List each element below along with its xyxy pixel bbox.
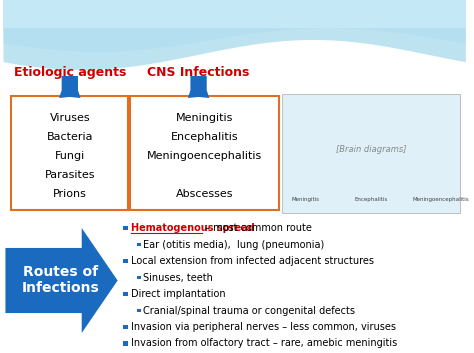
- Text: Invasion via peripheral nerves – less common, viruses: Invasion via peripheral nerves – less co…: [131, 322, 396, 332]
- Text: Encephalitis: Encephalitis: [171, 132, 238, 142]
- FancyBboxPatch shape: [3, 0, 466, 28]
- Text: Fungi: Fungi: [55, 151, 85, 161]
- FancyBboxPatch shape: [137, 309, 140, 312]
- Text: – most common route: – most common route: [202, 223, 312, 233]
- Text: Encephalitis: Encephalitis: [355, 197, 388, 202]
- Text: Direct implantation: Direct implantation: [131, 289, 226, 299]
- Text: Meningoencephalitis: Meningoencephalitis: [147, 151, 262, 161]
- Text: Viruses: Viruses: [49, 113, 90, 123]
- Text: Ear (otitis media),  lung (pneumonia): Ear (otitis media), lung (pneumonia): [144, 239, 325, 250]
- Text: [Brain diagrams]: [Brain diagrams]: [336, 145, 407, 155]
- Text: Hematogenous spread: Hematogenous spread: [131, 223, 255, 233]
- Text: Meningoencephalitis: Meningoencephalitis: [412, 197, 469, 202]
- Text: Routes of
Infections: Routes of Infections: [22, 265, 100, 295]
- FancyBboxPatch shape: [137, 243, 140, 246]
- Text: Invasion from olfactory tract – rare, amebic meningitis: Invasion from olfactory tract – rare, am…: [131, 339, 397, 348]
- Polygon shape: [3, 0, 466, 52]
- Polygon shape: [5, 228, 118, 333]
- Text: CNS Infections: CNS Infections: [147, 66, 250, 79]
- Polygon shape: [188, 76, 210, 98]
- Text: Cranial/spinal trauma or congenital defects: Cranial/spinal trauma or congenital defe…: [144, 305, 356, 316]
- Text: Meningitis: Meningitis: [176, 113, 233, 123]
- FancyBboxPatch shape: [123, 226, 128, 230]
- Text: Local extension from infected adjacent structures: Local extension from infected adjacent s…: [131, 256, 374, 266]
- FancyBboxPatch shape: [123, 259, 128, 263]
- FancyBboxPatch shape: [283, 94, 460, 213]
- Text: Abscesses: Abscesses: [176, 189, 233, 199]
- FancyBboxPatch shape: [130, 96, 279, 210]
- Text: Sinuses, teeth: Sinuses, teeth: [144, 273, 213, 282]
- Text: Bacteria: Bacteria: [46, 132, 93, 142]
- Text: Etiologic agents: Etiologic agents: [14, 66, 126, 79]
- Text: Meningitis: Meningitis: [292, 197, 320, 202]
- Polygon shape: [3, 0, 466, 70]
- FancyBboxPatch shape: [123, 341, 128, 346]
- Text: Prions: Prions: [53, 189, 87, 199]
- FancyBboxPatch shape: [123, 292, 128, 296]
- Polygon shape: [59, 76, 81, 98]
- FancyBboxPatch shape: [11, 96, 128, 210]
- FancyBboxPatch shape: [123, 325, 128, 329]
- FancyBboxPatch shape: [137, 276, 140, 279]
- Text: Parasites: Parasites: [45, 170, 95, 180]
